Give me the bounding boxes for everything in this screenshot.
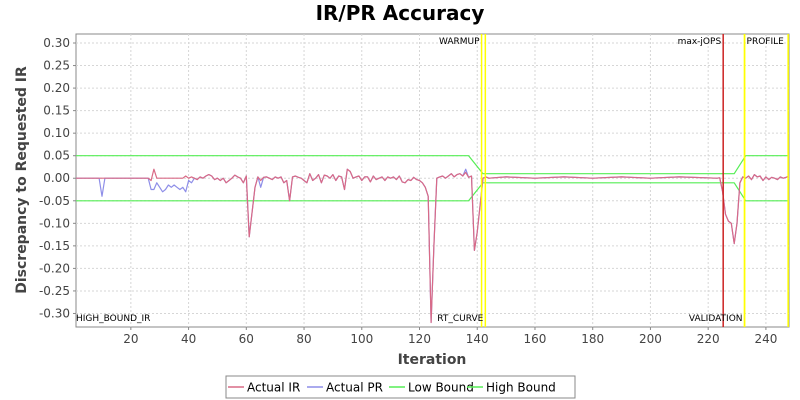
x-tick-label: 240 [754, 332, 777, 346]
y-tick-label: -0.05 [39, 194, 70, 208]
x-tick-label: 40 [181, 332, 196, 346]
x-tick-label: 160 [524, 332, 547, 346]
x-tick-label: 100 [350, 332, 373, 346]
chart-title: IR/PR Accuracy [316, 1, 485, 25]
marker-label: VALIDATION [689, 314, 743, 324]
marker-label: max-jOPS [678, 37, 722, 47]
marker-label: RT_CURVE [437, 314, 483, 324]
ticks: 20 40 60 80 100 120 140 160 180 200 220 240 0.30 0.25… [39, 36, 777, 346]
x-tick-label: 140 [466, 332, 489, 346]
legend-label: High Bound [486, 381, 556, 395]
legend: Actual IR Actual PR Low Bound High Bound [225, 375, 576, 399]
x-tick-label: 220 [697, 332, 720, 346]
y-tick-label: 0.20 [43, 81, 70, 95]
series-line-low-bound [76, 182, 789, 202]
series-line-actual-ir [76, 168, 790, 324]
y-tick-label: -0.10 [39, 216, 70, 230]
x-tick-label: 200 [639, 332, 662, 346]
x-tick-label: 80 [296, 332, 311, 346]
legend-label: Actual PR [326, 381, 383, 395]
x-tick-label: 20 [123, 332, 138, 346]
y-tick-label: -0.20 [39, 261, 70, 275]
grid [76, 34, 789, 327]
y-tick-label: 0.30 [43, 36, 70, 50]
legend-label: Low Bound [408, 381, 474, 395]
legend-label: Actual IR [247, 381, 300, 395]
marker-label: PROFILE [747, 37, 785, 47]
x-tick-label: 120 [408, 332, 431, 346]
marker-layer: WARMUP RT_CURVE max-jOPS VALIDATION PROFILE [437, 34, 789, 327]
y-tick-label: -0.25 [39, 284, 70, 298]
y-tick-label: -0.15 [39, 239, 70, 253]
y-tick-label: 0.00 [43, 171, 70, 185]
y-tick-label: 0.10 [43, 126, 70, 140]
marker-label: WARMUP [439, 37, 480, 47]
y-tick-label: 0.25 [43, 59, 70, 73]
x-axis-title: Iteration [398, 352, 467, 368]
x-tick-label: 180 [581, 332, 604, 346]
y-axis-title: Discrepancy to Requested IR [14, 66, 30, 294]
series-layer [76, 155, 790, 324]
y-tick-label: -0.30 [39, 306, 70, 320]
series-line-high-bound [76, 155, 789, 175]
y-tick-label: 0.15 [43, 104, 70, 118]
corner-label: HIGH_BOUND_IR [76, 314, 150, 324]
x-tick-label: 60 [239, 332, 254, 346]
y-tick-label: 0.05 [43, 149, 70, 163]
